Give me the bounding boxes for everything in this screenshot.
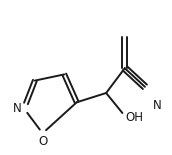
Text: O: O [38, 135, 47, 148]
Text: OH: OH [126, 111, 144, 124]
Text: N: N [13, 102, 21, 115]
Text: N: N [153, 99, 162, 112]
